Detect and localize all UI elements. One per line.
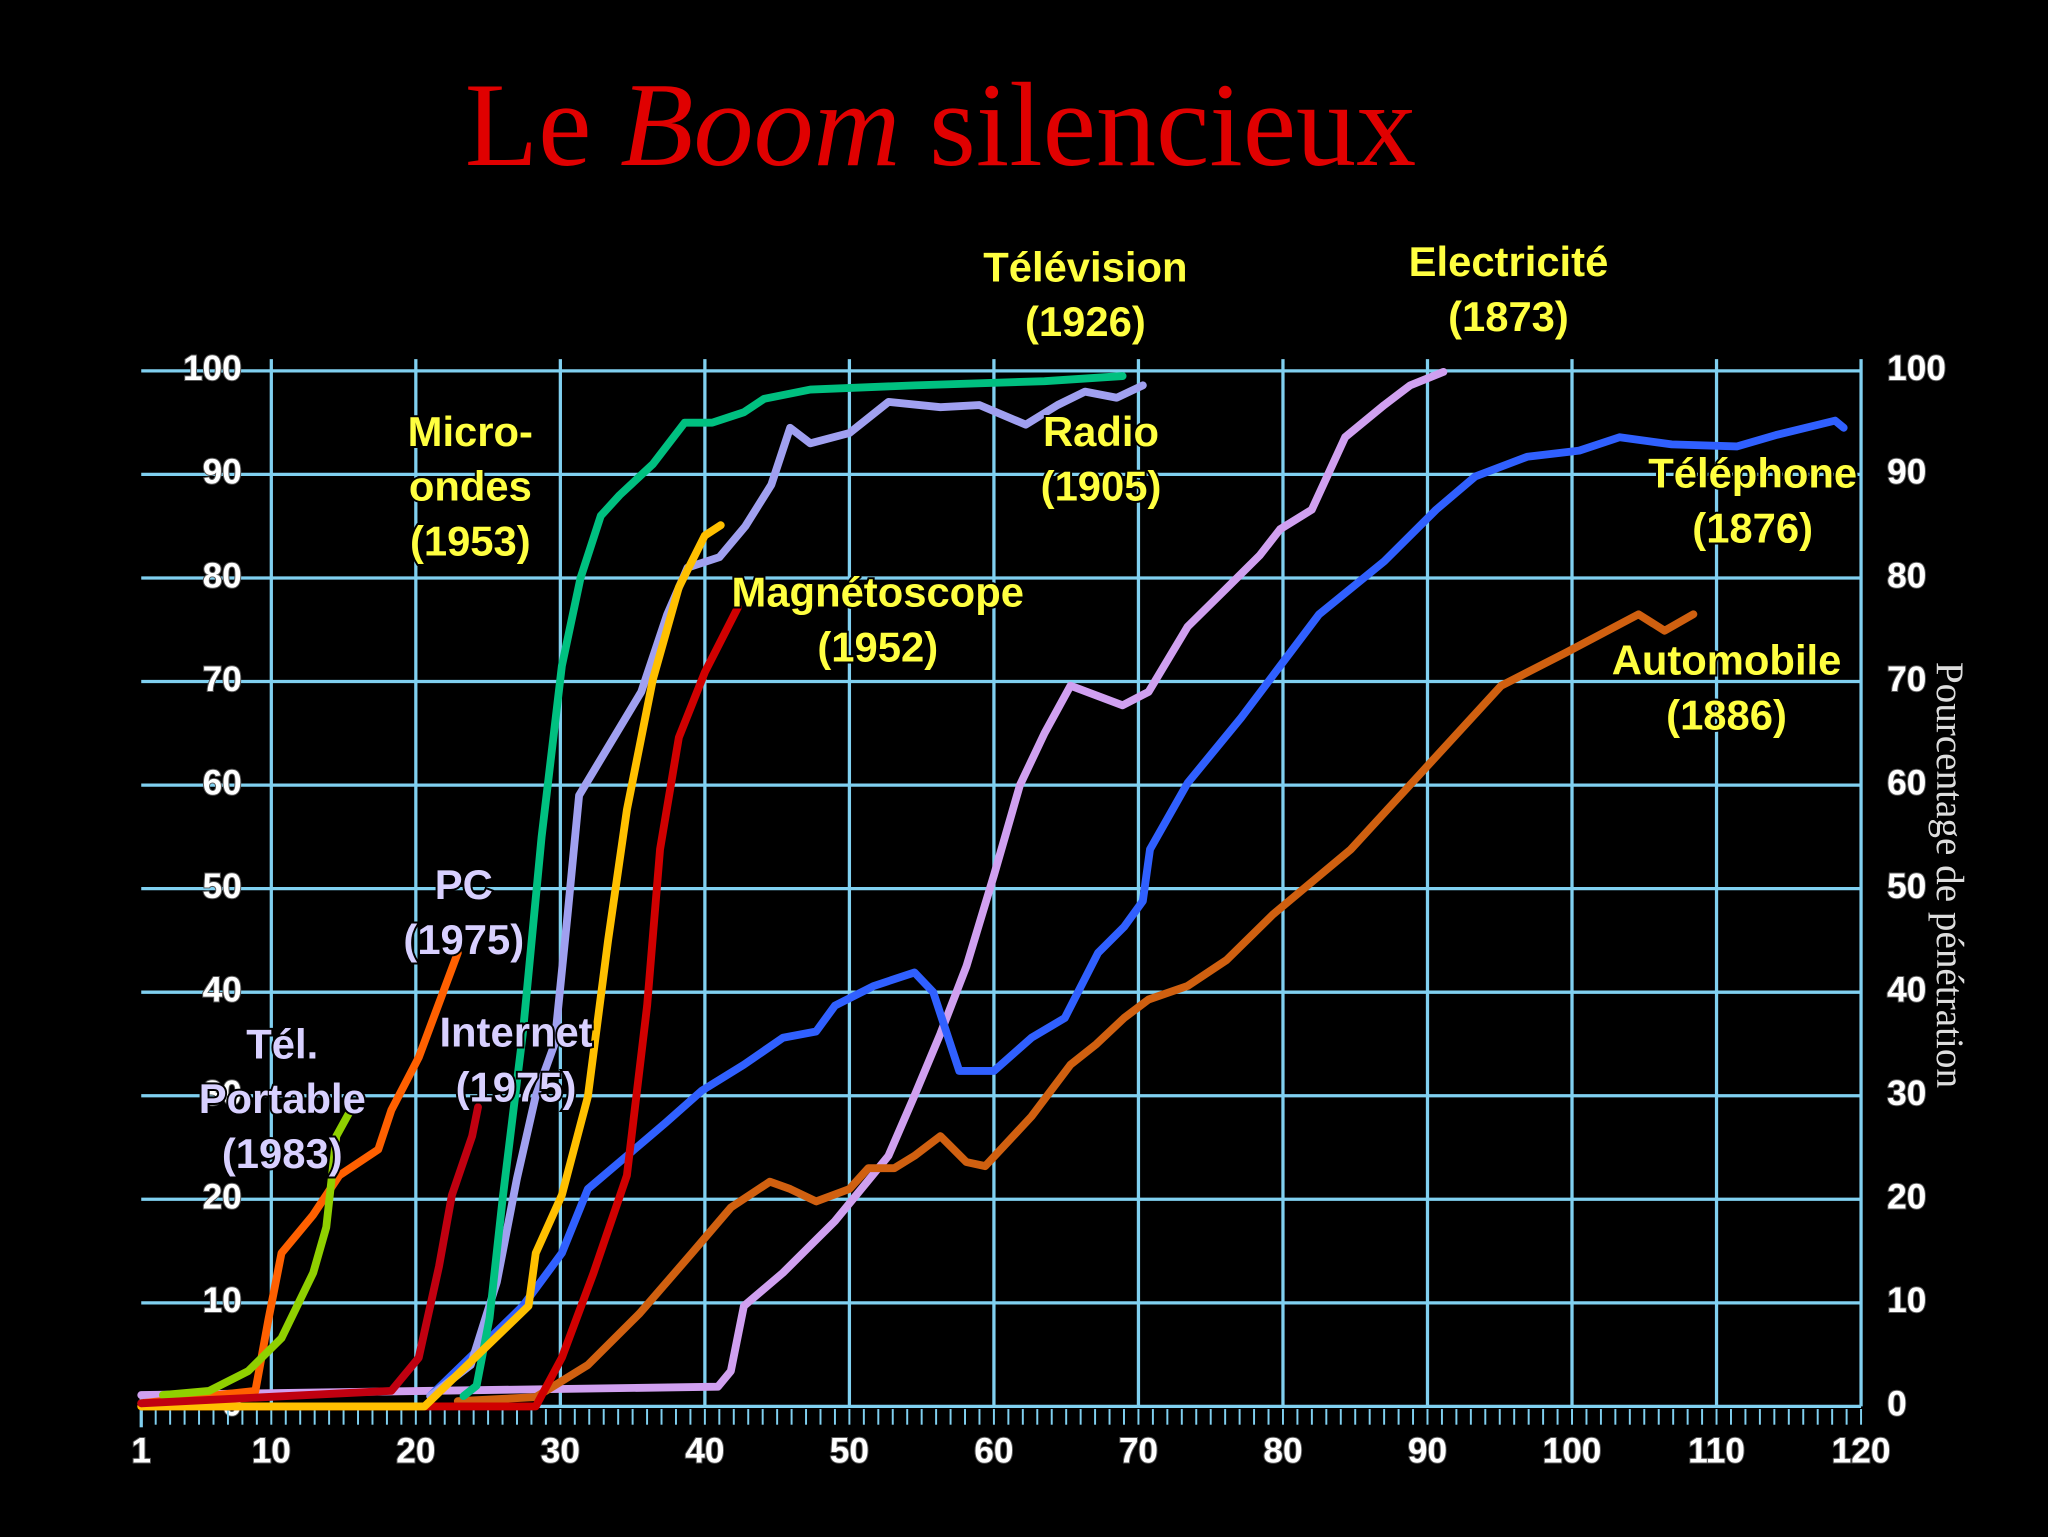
series-label: (1886) (1666, 691, 1787, 738)
series-line (426, 416, 1848, 1401)
y2-tick-label: 100 (1887, 349, 1946, 388)
y2-axis-label: Pourcentage de pénétration (1928, 662, 1971, 1088)
series-label: Micro- (408, 408, 533, 455)
y2-tick-label: 10 (1887, 1281, 1926, 1320)
y2-tick-label: 80 (1887, 556, 1926, 595)
title-part: Le (465, 58, 592, 191)
y2-tick-label: 40 (1887, 971, 1926, 1010)
series-line (453, 610, 1698, 1406)
chart-title: Le Boom silencieux (465, 58, 1416, 191)
series-label: (1952) (817, 623, 938, 670)
y-tick-label: 70 (203, 660, 242, 699)
x-tick-label: 10 (252, 1432, 291, 1471)
y-tick-label: 100 (183, 349, 242, 388)
y-tick-label: 90 (203, 453, 242, 492)
series-line (137, 521, 725, 1411)
series-label: (1876) (1692, 505, 1813, 552)
y-tick-label: 50 (203, 867, 242, 906)
series-label: ondes (409, 463, 532, 510)
x-tick-label: 70 (1119, 1432, 1158, 1471)
y2-tick-label: 50 (1887, 867, 1926, 906)
series-label: Portable (199, 1075, 366, 1122)
series-line (158, 1108, 354, 1399)
series-label: Téléphone (1648, 450, 1857, 497)
y-tick-label: 30 (203, 1074, 242, 1113)
series-label: PC (435, 861, 493, 908)
series-label: (1953) (410, 518, 531, 565)
series-line (137, 367, 1448, 1399)
series-label: Electricité (1409, 238, 1609, 285)
series-label: (1926) (1025, 298, 1146, 345)
y-tick-label: 20 (203, 1178, 242, 1217)
series-line (459, 372, 1127, 1401)
x-tick-label: 90 (1408, 1432, 1447, 1471)
y2-tick-label: 0 (1887, 1385, 1907, 1424)
x-tick-label: 30 (541, 1432, 580, 1471)
y2-tick-label: 70 (1887, 660, 1926, 699)
x-tick-label: 100 (1543, 1432, 1602, 1471)
series-label: Tél. (246, 1020, 318, 1067)
series-label: (1975) (456, 1063, 577, 1110)
y-tick-label: 60 (203, 763, 242, 802)
series-label: (1983) (222, 1130, 343, 1177)
series-line (426, 381, 1147, 1401)
y2-tick-label: 30 (1887, 1074, 1926, 1113)
x-tick-label: 50 (830, 1432, 869, 1471)
x-tick-label: 110 (1688, 1432, 1745, 1471)
series-label: Magnétoscope (732, 569, 1024, 616)
series-label: Télévision (983, 243, 1187, 290)
series-label: Radio (1043, 408, 1159, 455)
series-label: (1975) (403, 916, 524, 963)
title-part: Boom (620, 58, 900, 191)
x-tick-label: 80 (1263, 1432, 1302, 1471)
x-tick-label: 60 (974, 1432, 1013, 1471)
title-part: silencieux (929, 58, 1416, 191)
series-label: (1873) (1448, 293, 1569, 340)
y2-tick-label: 60 (1887, 763, 1926, 802)
x-tick-label: 120 (1832, 1432, 1891, 1471)
y-tick-label: 10 (203, 1281, 242, 1320)
x-tick-label: 1 (131, 1432, 151, 1471)
x-tick-label: 20 (396, 1432, 435, 1471)
series-line (137, 603, 743, 1411)
y2-tick-label: 20 (1887, 1178, 1926, 1217)
series-label: Internet (439, 1009, 592, 1056)
series-label: (1905) (1041, 463, 1162, 510)
series-label: Automobile (1612, 636, 1842, 683)
y-tick-label: 80 (203, 556, 242, 595)
x-tick-label: 40 (685, 1432, 724, 1471)
series-line (137, 1103, 482, 1408)
y2-tick-label: 90 (1887, 453, 1926, 492)
y-tick-label: 40 (203, 971, 242, 1010)
